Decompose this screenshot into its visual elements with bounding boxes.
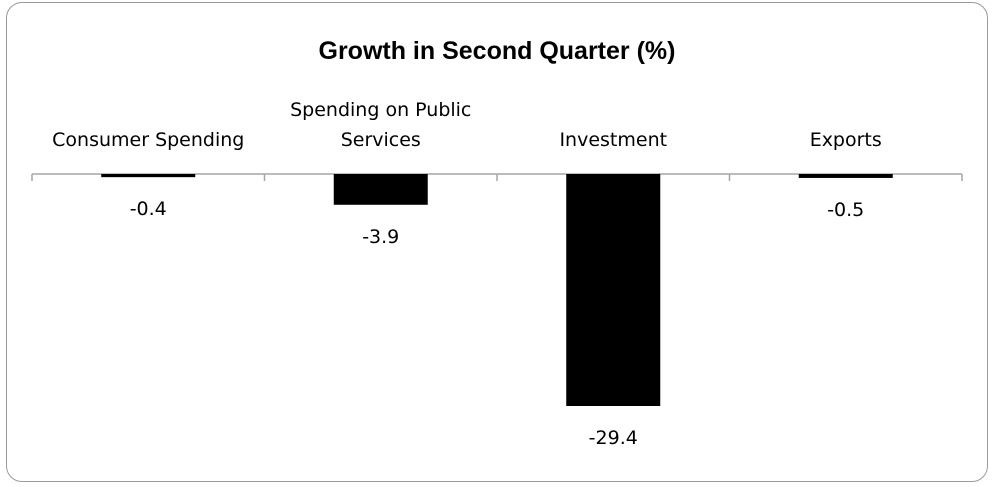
chart-frame: [6, 2, 988, 482]
bar: [101, 174, 196, 178]
category-label-line: Consumer Spending: [52, 129, 244, 151]
bar: [333, 174, 428, 205]
bar: [566, 174, 661, 406]
value-labels: -0.4 -3.9 -29.4 -0.5: [130, 198, 865, 449]
bar: [798, 174, 893, 178]
chart-title: Growth in Second Quarter (%): [319, 37, 676, 65]
data-label: -0.4: [130, 198, 167, 220]
category-labels: Consumer Spending Spending on Public Servi…: [52, 99, 882, 151]
data-label: -3.9: [362, 226, 399, 248]
data-label: -29.4: [589, 427, 638, 449]
category-label-line: Exports: [810, 129, 882, 151]
bar-series: [101, 174, 893, 406]
category-label: Exports: [810, 129, 882, 151]
category-label-line: Services: [341, 129, 421, 151]
category-label: Consumer Spending: [52, 129, 244, 151]
category-label-line: Investment: [559, 129, 667, 151]
category-label: Spending on Public Services: [290, 99, 471, 151]
category-label-line: Spending on Public: [290, 99, 471, 121]
category-label: Investment: [559, 129, 667, 151]
data-label: -0.5: [827, 199, 864, 221]
